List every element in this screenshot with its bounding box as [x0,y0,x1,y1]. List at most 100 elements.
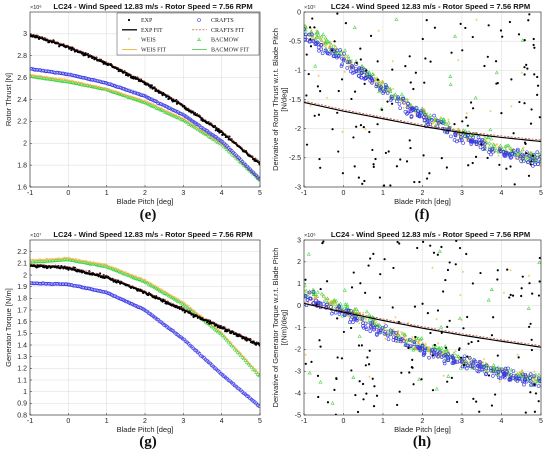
data-point-exp [534,392,538,395]
data-point-weis: * [135,97,138,103]
data-point-weis: * [457,128,460,134]
axes-frame [29,239,261,416]
data-point-bacmow [431,343,436,348]
data-point-weis: * [417,341,420,347]
data-point-weis: * [333,44,336,50]
data-point-weis: * [109,265,112,271]
data-point-weis: * [252,366,255,372]
data-point-bacmow [148,283,153,287]
data-point-crafts [496,375,501,380]
data-point-bacmow [520,38,525,42]
data-point-exp [527,174,531,177]
data-point-exp [455,400,459,404]
data-point-bacmow [526,306,531,310]
data-point-weis: * [114,90,117,96]
series-line-exp-fit [30,34,260,165]
data-point-exp [424,57,427,60]
data-point-weis: * [434,118,437,124]
data-point-weis: * [69,80,72,86]
data-point-exp [532,43,535,47]
data-point-crafts [407,109,411,114]
data-point-weis: * [534,379,537,385]
data-point-weis: * [516,353,519,359]
data-point-crafts [166,106,171,110]
data-point-crafts [481,365,486,369]
data-point-bacmow [422,111,427,115]
data-point-bacmow [400,331,405,336]
data-point-bacmow [149,283,154,288]
data-point-bacmow [116,269,121,273]
data-point-crafts [385,91,390,95]
data-point-exp [392,266,395,270]
data-point-bacmow [387,87,392,92]
data-point-bacmow [148,103,153,107]
data-point-exp [390,102,394,105]
data-point-weis: * [308,293,311,299]
data-point-weis: * [406,107,409,113]
data-point-bacmow [212,137,217,142]
data-point-crafts [385,85,389,90]
data-point-weis: * [524,374,527,380]
data-point-weis: * [388,91,391,97]
data-point-bacmow [319,34,324,39]
data-point-weis: * [168,110,171,116]
data-point-weis: * [336,310,339,316]
data-point-exp [429,331,432,335]
legend-label: CRAFTS [211,18,234,24]
data-point-weis: * [237,158,240,164]
data-point-weis: * [462,136,465,142]
data-point-exp [525,152,528,155]
data-point-bacmow [177,299,182,304]
data-point-exp [523,102,526,105]
data-point-weis: * [189,122,192,128]
data-point-exp [450,51,453,54]
data-point-weis: * [37,75,40,81]
data-point-crafts [128,89,133,94]
data-point-weis: * [163,109,166,115]
data-point-exp [355,125,358,128]
y-tick-label: -2 [295,347,301,354]
data-point-weis: * [444,350,447,356]
data-point-bacmow [174,115,179,119]
data-point-weis: * [423,109,426,115]
data-point-exp [499,29,503,32]
data-point-weis: * [356,318,359,324]
data-point-exp [487,24,490,27]
data-point-bacmow [212,326,217,331]
data-point-crafts [372,327,376,332]
data-point-bacmow [537,152,541,156]
data-point-weis: * [36,74,39,80]
data-point-weis: * [528,274,531,280]
data-point-weis: * [218,141,221,147]
data-point-weis: * [327,297,330,303]
data-point-crafts [470,364,475,368]
data-point-exp [371,377,374,380]
y-tick-label: -1.5 [289,97,301,104]
data-point-weis: * [43,76,46,82]
data-point-bacmow [208,135,213,139]
data-point-bacmow [232,346,237,351]
data-point-bacmow [172,297,177,301]
data-point-weis: * [220,330,223,336]
data-point-weis: * [461,132,464,138]
data-point-crafts [311,301,316,305]
data-point-crafts [384,324,388,328]
data-point-weis: * [131,274,134,280]
data-point-exp [373,385,376,388]
data-point-weis: * [310,291,313,297]
data-point-weis: * [65,79,68,85]
data-point-bacmow [304,282,307,287]
data-point-weis: * [220,142,223,148]
data-point-crafts [357,67,361,72]
panel-label: (f) [415,207,430,223]
data-point-weis: * [370,324,373,330]
data-point-exp [501,35,504,38]
panel-label: (e) [140,207,157,223]
data-point-weis: * [403,101,406,107]
data-point-crafts [449,134,453,139]
data-point-weis: * [494,150,497,156]
data-point-bacmow [103,87,108,91]
data-point-exp [458,246,462,250]
data-point-weis: * [76,81,79,87]
data-point-bacmow [195,127,200,131]
